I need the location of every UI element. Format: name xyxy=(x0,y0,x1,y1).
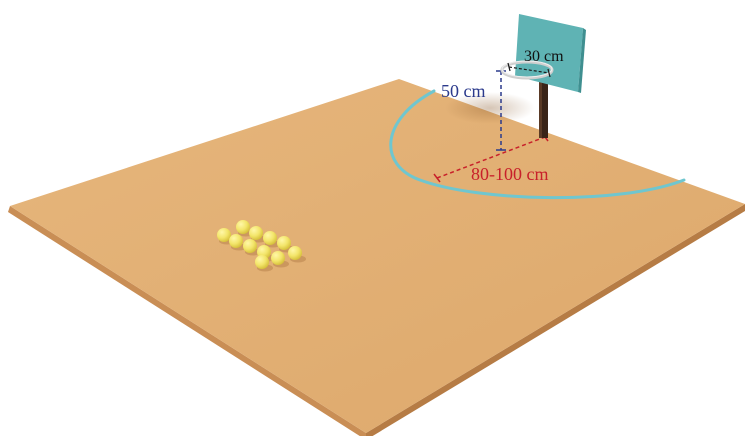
hoop-pole xyxy=(539,80,548,138)
floor-right-edge xyxy=(366,204,745,436)
ball xyxy=(263,231,277,245)
floor-front-edge xyxy=(8,206,366,436)
throw-arc xyxy=(389,89,686,200)
hoop-height-label: 50 cm xyxy=(441,81,486,101)
ball xyxy=(288,246,302,260)
throw-distance-label: 80-100 cm xyxy=(471,164,548,184)
hoop-diameter-label: 30 cm xyxy=(524,48,564,65)
rim-diameter-dimension xyxy=(507,62,551,78)
distance-line xyxy=(436,136,546,179)
floor-top xyxy=(10,79,745,433)
ball xyxy=(255,255,269,269)
ball xyxy=(271,251,285,265)
ball xyxy=(277,236,291,250)
backboard xyxy=(515,14,586,93)
ball xyxy=(229,234,243,248)
ball xyxy=(217,228,231,242)
ball xyxy=(243,239,257,253)
ball xyxy=(249,226,263,240)
hoop-shadow xyxy=(445,92,535,124)
ball xyxy=(236,220,250,234)
ball-group xyxy=(217,220,306,272)
floor xyxy=(8,79,745,436)
hoop-rim xyxy=(500,60,554,80)
